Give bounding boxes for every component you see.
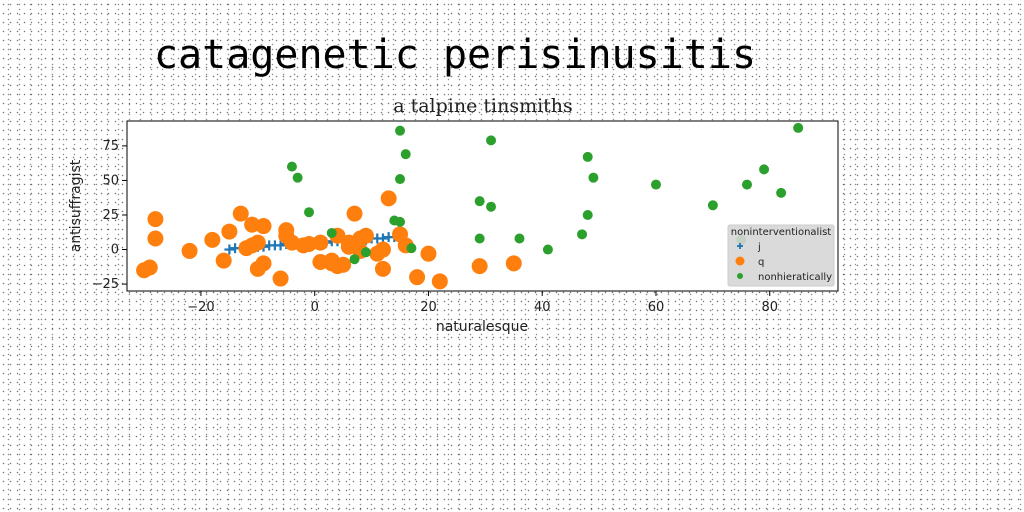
y-tick-label: 50: [102, 173, 119, 188]
legend: noninterventionalist jq nonhieratically: [727, 224, 835, 287]
data-point: [409, 269, 426, 286]
x-tick-label: 0: [311, 300, 319, 315]
legend-item: j: [737, 242, 761, 253]
data-point: [292, 172, 303, 183]
data-point: [420, 245, 437, 262]
data-point: [759, 164, 770, 175]
x-tick-label: 60: [648, 300, 665, 315]
y-tick-label: −25: [92, 277, 119, 292]
y-axis-label: antisuffragist: [68, 159, 84, 252]
data-marks: [136, 122, 804, 290]
data-point: [707, 200, 718, 211]
legend-marker: [735, 256, 745, 266]
legend-item: nonhieratically: [737, 272, 832, 283]
data-point: [215, 252, 232, 269]
legend-label: j: [757, 242, 761, 253]
series-nonhieratically: [286, 122, 804, 265]
data-point: [349, 254, 360, 265]
legend-label: q: [758, 257, 764, 268]
data-point: [577, 229, 588, 240]
x-tick-label: −20: [187, 300, 214, 315]
data-point: [741, 179, 752, 190]
legend-title: noninterventionalist: [731, 227, 832, 238]
data-point: [374, 241, 391, 258]
data-point: [147, 230, 164, 247]
data-point: [776, 187, 787, 198]
data-point: [255, 255, 272, 272]
data-point: [793, 122, 804, 133]
x-tick-label: 80: [761, 300, 778, 315]
data-point: [400, 149, 411, 160]
data-point: [147, 211, 164, 228]
data-point: [286, 161, 297, 172]
data-point: [395, 174, 406, 185]
data-point: [431, 273, 448, 290]
x-axis-ticks: −20 0 20 40 60 80: [187, 291, 778, 315]
y-tick-label: 75: [102, 139, 119, 154]
legend-item: q: [735, 256, 764, 268]
data-point: [582, 151, 593, 162]
data-point: [360, 247, 371, 258]
data-point: [588, 172, 599, 183]
data-point: [346, 205, 363, 222]
data-point: [255, 218, 272, 235]
data-point: [542, 244, 553, 255]
legend-label: nonhieratically: [758, 272, 832, 283]
data-point: [395, 216, 406, 227]
data-point: [471, 258, 488, 275]
x-tick-label: 40: [534, 300, 551, 315]
data-point: [249, 234, 266, 251]
data-point: [374, 260, 391, 277]
legend-marker: [737, 273, 743, 279]
data-point: [312, 234, 329, 251]
data-point: [474, 233, 485, 244]
data-point: [224, 244, 235, 255]
y-tick-label: 25: [102, 208, 119, 223]
data-point: [505, 255, 522, 272]
chart-title: catagenetic perisinusitis: [154, 32, 756, 78]
y-axis-ticks: −25 0 25 50 75: [92, 139, 127, 292]
x-axis-label: naturalesque: [436, 319, 528, 335]
data-point: [486, 135, 497, 146]
data-point: [141, 259, 158, 276]
data-point: [232, 205, 249, 222]
data-point: [406, 243, 417, 254]
data-point: [650, 179, 661, 190]
data-point: [181, 242, 198, 259]
data-point: [204, 231, 221, 248]
data-point: [221, 223, 238, 240]
data-point: [474, 196, 485, 207]
data-point: [486, 201, 497, 212]
data-point: [395, 125, 406, 136]
data-point: [582, 209, 593, 220]
data-point: [326, 227, 337, 238]
legend-box: [727, 224, 835, 287]
data-point: [275, 240, 286, 251]
data-point: [304, 207, 315, 218]
data-point: [335, 256, 352, 273]
legend-items: jq nonhieratically: [735, 242, 832, 283]
chart-subtitle: a talpine tinsmiths: [393, 95, 573, 117]
x-tick-label: 20: [420, 300, 437, 315]
data-point: [272, 270, 289, 287]
data-point: [380, 190, 397, 207]
data-point: [514, 233, 525, 244]
y-tick-label: 0: [111, 243, 119, 258]
data-point: [357, 227, 374, 244]
